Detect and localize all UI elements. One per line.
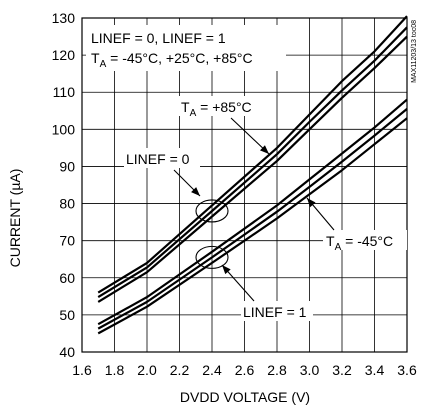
series-line-6 — [97, 117, 408, 335]
x-tick-label: 2.6 — [235, 362, 255, 378]
y-tick-label: 120 — [52, 47, 76, 63]
y-tick-label: 70 — [59, 233, 75, 249]
x-tick-label: 3.4 — [365, 362, 385, 378]
x-tick-label: 2.0 — [137, 362, 157, 378]
y-tick-label: 50 — [59, 307, 75, 323]
x-tick-label: 1.6 — [72, 362, 92, 378]
x-tick-label: 2.2 — [170, 362, 190, 378]
linef0-label: LINEF = 0 — [126, 151, 190, 167]
series-line-5 — [97, 108, 408, 330]
figure-watermark: MAX11203/13 toc08 — [411, 20, 418, 83]
ta85-arrow-head — [259, 145, 269, 154]
x-tick-label: 3.6 — [397, 362, 417, 378]
linef0-arrow-head — [191, 187, 200, 196]
linef1-ellipse — [195, 245, 229, 269]
series-line-1 — [97, 15, 408, 294]
x-tick-label: 3.2 — [332, 362, 352, 378]
linef1-label: LINEF = 1 — [243, 304, 307, 320]
series-group — [97, 15, 408, 335]
callouts: LINEF = 0, LINEF = 1 TA = -45°C, +25°C, +… — [86, 25, 407, 321]
plot-border — [81, 17, 408, 353]
condition-label-linef: LINEF = 0, LINEF = 1 — [91, 30, 226, 46]
series-line-2 — [97, 26, 408, 299]
y-tick-label: 40 — [59, 344, 75, 360]
linef1-label-box — [241, 301, 313, 321]
y-tick-label: 110 — [53, 84, 76, 100]
linef0-ellipse — [195, 199, 229, 223]
x-tick-label: 1.8 — [105, 362, 125, 378]
condition-label-ta: TA = -45°C, +25°C, +85°C — [91, 50, 253, 70]
series-line-4 — [97, 98, 408, 326]
linef1-arrow-head — [222, 265, 231, 275]
x-axis-label: DVDD VOLTAGE (V) — [180, 389, 310, 405]
y-tick-label: 130 — [52, 10, 76, 26]
y-axis-label: CURRENT (µA) — [7, 169, 23, 268]
tick-labels: 1.6 1.8 2.0 2.2 2.4 2.6 2.8 3.0 3.2 3.4 3.6 40 50 60 7… — [52, 10, 417, 378]
linef0-label-box — [124, 148, 200, 168]
ta85-label-box — [178, 96, 272, 116]
series-line-3 — [97, 35, 408, 303]
condition-box — [86, 25, 286, 71]
y-tick-label: 80 — [59, 196, 75, 212]
ta45-arrow-head — [307, 198, 316, 208]
x-tick-label: 2.8 — [267, 362, 287, 378]
ta45-label: TA = -45°C — [326, 233, 393, 253]
ta45-label-box — [323, 230, 407, 250]
y-tick-label: 90 — [59, 158, 75, 174]
y-tick-label: 60 — [59, 270, 75, 286]
x-tick-label: 2.4 — [202, 362, 222, 378]
y-tick-label: 100 — [52, 121, 76, 137]
ta85-label: TA = +85°C — [181, 99, 252, 119]
plot-frame — [81, 17, 408, 353]
x-tick-label: 3.0 — [300, 362, 320, 378]
